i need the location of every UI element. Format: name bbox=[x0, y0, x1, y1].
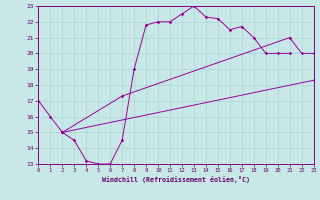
X-axis label: Windchill (Refroidissement éolien,°C): Windchill (Refroidissement éolien,°C) bbox=[102, 176, 250, 183]
